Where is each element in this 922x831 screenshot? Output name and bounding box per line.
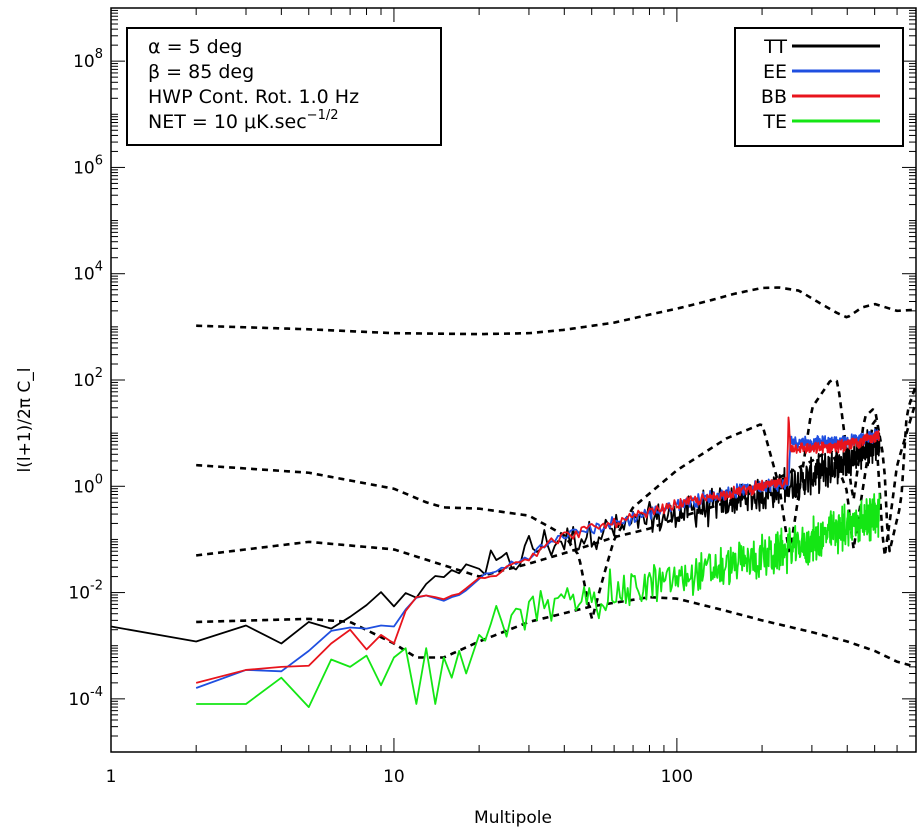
y-tick-label: 106 bbox=[73, 153, 103, 178]
series-line-theory-TT bbox=[196, 288, 916, 335]
x-tick-label: 10 bbox=[383, 767, 405, 787]
legend: TT EE BB TE bbox=[735, 28, 903, 146]
cmb-power-spectrum-chart: 1 10 10010-410-2100102104106108 Multipole … bbox=[0, 0, 922, 831]
legend-label-ee: EE bbox=[763, 61, 787, 83]
annotation-hwp: HWP Cont. Rot. 1.0 Hz bbox=[148, 86, 359, 108]
y-tick-label: 100 bbox=[73, 472, 103, 497]
legend-label-te: TE bbox=[762, 111, 787, 133]
x-tick-label: 100 bbox=[661, 767, 693, 787]
annotation-beta: β = 85 deg bbox=[148, 61, 254, 83]
y-axis-title: l(l+1)/2π C_l bbox=[15, 367, 35, 472]
y-tick-label: 102 bbox=[73, 366, 103, 391]
x-axis-title: Multipole bbox=[474, 808, 552, 828]
series-line-TE bbox=[196, 493, 879, 707]
legend-label-tt: TT bbox=[763, 36, 787, 58]
series-line-theory-TE bbox=[196, 597, 916, 667]
annotation-alpha: α = 5 deg bbox=[148, 36, 242, 58]
y-tick-label: 10-4 bbox=[68, 685, 103, 710]
x-tick-label: 1 bbox=[106, 767, 117, 787]
annotation-net-prefix: NET = 10 μK.sec bbox=[148, 111, 307, 133]
y-tick-label: 108 bbox=[73, 47, 103, 72]
y-tick-label: 10-2 bbox=[68, 579, 103, 604]
y-tick-label: 104 bbox=[73, 260, 103, 285]
annotation-box: α = 5 deg β = 85 deg HWP Cont. Rot. 1.0 … bbox=[127, 28, 441, 145]
series-line-theory-EE bbox=[196, 380, 916, 619]
annotation-net-exponent: −1/2 bbox=[307, 108, 339, 123]
legend-label-bb: BB bbox=[761, 86, 787, 108]
